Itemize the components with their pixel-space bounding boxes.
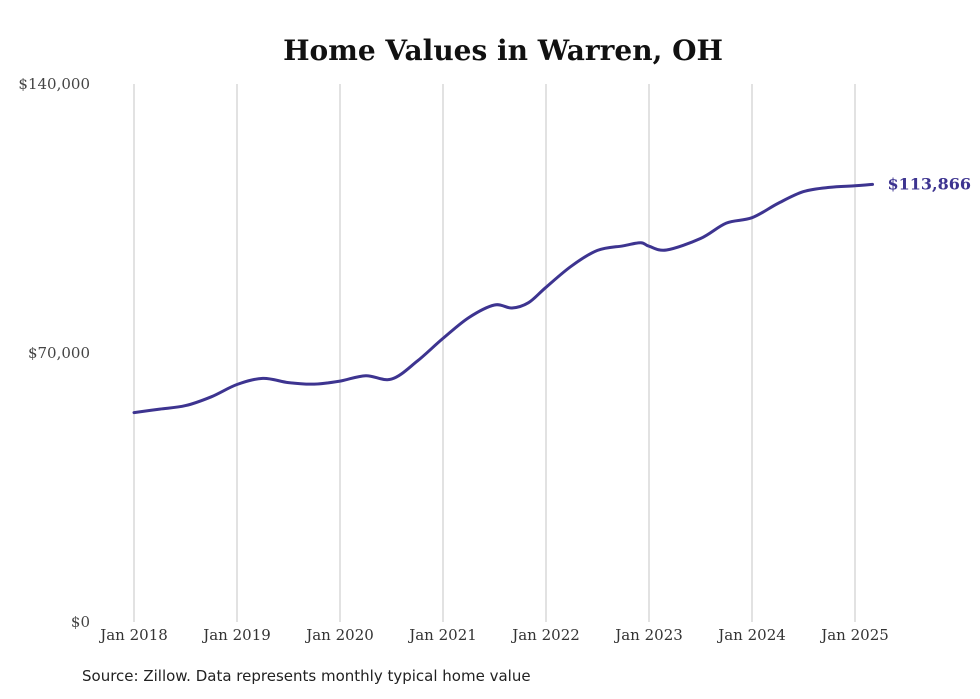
chart-title: Home Values in Warren, OH	[283, 34, 723, 67]
y-tick-label: $0	[71, 613, 90, 631]
home-value-line	[132, 182, 874, 415]
x-tick-label: Jan 2021	[407, 626, 477, 644]
x-tick-label: Jan 2022	[510, 626, 580, 644]
x-tick-label: Jan 2020	[304, 626, 374, 644]
x-tick-label: Jan 2019	[201, 626, 271, 644]
y-tick-label: $70,000	[28, 344, 90, 362]
y-tick-label: $140,000	[18, 75, 90, 93]
x-tick-label: Jan 2023	[613, 626, 683, 644]
source-note: Source: Zillow. Data represents monthly …	[82, 667, 531, 685]
end-value-label: $113,866	[888, 174, 972, 193]
grid-lines	[133, 84, 856, 622]
y-axis-ticks: $0 $70,000 $140,000	[18, 75, 90, 631]
x-tick-label: Jan 2025	[819, 626, 889, 644]
x-tick-label: Jan 2018	[98, 626, 168, 644]
x-tick-label: Jan 2024	[716, 626, 786, 644]
x-axis-ticks: Jan 2018 Jan 2019 Jan 2020 Jan 2021 Jan 2022…	[98, 626, 889, 644]
